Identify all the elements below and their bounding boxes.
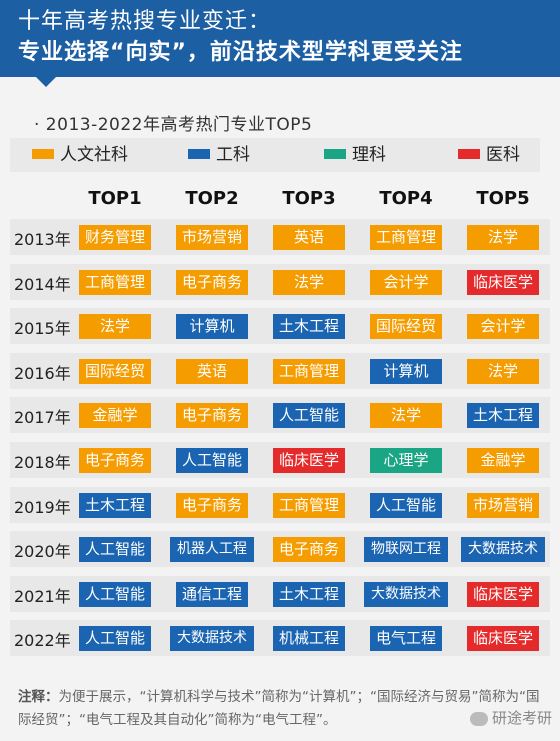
major-cell: 人工智能 — [79, 626, 151, 652]
column-header: TOP1 — [88, 188, 142, 209]
major-cell: 工商管理 — [370, 225, 442, 250]
major-cell: 法学 — [79, 314, 151, 340]
major-cell: 通信工程 — [176, 581, 248, 607]
major-cell: 法学 — [273, 269, 345, 295]
major-cell: 大数据技术 — [461, 537, 545, 563]
major-cell: 人工智能 — [79, 537, 151, 563]
row-year: 2015年 — [14, 319, 71, 339]
legend-swatch — [324, 148, 346, 159]
legend-label: 医科 — [486, 145, 520, 165]
table-row: 2020年 人工智能 机器人工程 电子商务 物联网工程 大数据技术 — [10, 531, 550, 568]
major-cell: 机械工程 — [273, 626, 345, 652]
chart-title: · 2013-2022年高考热门专业TOP5 — [34, 115, 313, 135]
legend-swatch — [188, 148, 210, 159]
major-cell: 法学 — [467, 225, 539, 250]
wechat-icon — [469, 711, 488, 726]
major-cell: 英语 — [176, 358, 248, 384]
major-cell: 电子商务 — [176, 269, 248, 295]
major-cell: 人工智能 — [273, 403, 345, 429]
major-cell: 法学 — [370, 403, 442, 429]
column-header: TOP2 — [185, 188, 239, 209]
row-year: 2013年 — [14, 230, 71, 249]
major-cell: 土木工程 — [273, 581, 345, 607]
major-cell: 电子商务 — [79, 448, 151, 473]
legend-item: 工科 — [188, 144, 250, 166]
footnote: 注释：为便于展示，“计算机科学与技术”简称为“计算机”；“国际经济与贸易”简称为… — [18, 686, 548, 732]
table-row: 2013年 财务管理 市场营销 英语 工商管理 法学 — [10, 219, 550, 255]
major-cell: 临床医学 — [467, 626, 539, 652]
table-row: 2017年 金融学 电子商务 人工智能 法学 土木工程 — [10, 397, 550, 434]
major-cell: 大数据技术 — [170, 626, 254, 652]
major-cell: 临床医学 — [467, 269, 539, 295]
row-year: 2019年 — [14, 497, 71, 517]
major-cell: 法学 — [467, 358, 539, 384]
major-cell: 人工智能 — [176, 448, 248, 473]
legend-item: 医科 — [458, 144, 520, 166]
major-cell: 市场营销 — [176, 225, 248, 250]
major-cell: 土木工程 — [467, 403, 539, 429]
major-cell: 心理学 — [370, 448, 442, 473]
table-row: 2016年 国际经贸 英语 工商管理 计算机 法学 — [10, 352, 550, 389]
watermark: 研途考研 — [469, 707, 552, 728]
legend-item: 人文社科 — [32, 144, 128, 166]
major-cell: 会计学 — [467, 314, 539, 340]
major-cell: 英语 — [273, 225, 345, 250]
table-row: 2018年 电子商务 人工智能 临床医学 心理学 金融学 — [10, 442, 550, 478]
row-year: 2014年 — [14, 274, 71, 294]
major-cell: 人工智能 — [370, 492, 442, 518]
major-cell: 临床医学 — [273, 448, 345, 473]
footnote-text: 为便于展示，“计算机科学与技术”简称为“计算机”；“国际经济与贸易”简称为“国际… — [18, 689, 540, 728]
legend-label: 工科 — [216, 145, 250, 165]
major-cell: 土木工程 — [79, 492, 151, 518]
row-year: 2016年 — [14, 363, 71, 383]
major-cell: 电子商务 — [273, 537, 345, 563]
row-year: 2022年 — [14, 631, 71, 651]
major-cell: 土木工程 — [273, 314, 345, 340]
table-row: 2022年 人工智能 大数据技术 机械工程 电气工程 临床医学 — [10, 620, 550, 657]
legend-label: 人文社科 — [60, 145, 128, 165]
header-subtitle: 专业选择“向实”，前沿技术型学科更受关注 — [18, 40, 463, 65]
table-row: 2014年 工商管理 电子商务 法学 会计学 临床医学 — [10, 263, 550, 300]
major-cell: 会计学 — [370, 269, 442, 295]
column-header: TOP5 — [476, 188, 530, 209]
legend-swatch — [32, 148, 54, 159]
major-cell: 财务管理 — [79, 225, 151, 250]
major-cell: 大数据技术 — [364, 581, 448, 607]
major-cell: 临床医学 — [467, 581, 539, 607]
major-cell: 电子商务 — [176, 492, 248, 518]
major-cell: 电气工程 — [370, 626, 442, 652]
header-title: 十年高考热搜专业变迁： — [18, 9, 272, 34]
row-year: 2020年 — [14, 542, 71, 562]
header-banner: 十年高考热搜专业变迁： 专业选择“向实”，前沿技术型学科更受关注 — [0, 0, 560, 87]
legend-swatch — [458, 148, 480, 159]
major-cell: 电子商务 — [176, 403, 248, 429]
major-cell: 市场营销 — [467, 492, 539, 518]
legend-item: 理科 — [324, 144, 386, 166]
watermark-text: 研途考研 — [491, 709, 552, 727]
major-cell: 工商管理 — [273, 492, 345, 518]
row-year: 2017年 — [14, 408, 71, 428]
row-year: 2021年 — [14, 586, 71, 606]
column-header: TOP4 — [379, 188, 433, 209]
major-cell: 物联网工程 — [364, 537, 448, 563]
table-row: 2019年 土木工程 电子商务 工商管理 人工智能 市场营销 — [10, 486, 550, 523]
major-cell: 国际经贸 — [370, 314, 442, 340]
major-cell: 工商管理 — [79, 269, 151, 295]
table-row: 2021年 人工智能 通信工程 土木工程 大数据技术 临床医学 — [10, 575, 550, 612]
table-row: 2015年 法学 计算机 土木工程 国际经贸 会计学 — [10, 308, 550, 345]
column-header: TOP3 — [282, 188, 336, 209]
major-cell: 金融学 — [467, 448, 539, 473]
banner-notch — [36, 77, 56, 87]
row-year: 2018年 — [14, 453, 71, 472]
major-cell: 人工智能 — [79, 581, 151, 607]
major-cell: 计算机 — [176, 314, 248, 340]
major-cell: 计算机 — [370, 358, 442, 384]
footnote-label: 注释： — [18, 689, 59, 705]
major-cell: 国际经贸 — [79, 358, 151, 384]
legend: 人文社科 工科 理科 医科 — [10, 138, 540, 172]
major-cell: 工商管理 — [273, 358, 345, 384]
legend-label: 理科 — [352, 145, 386, 165]
major-cell: 金融学 — [79, 403, 151, 429]
major-cell: 机器人工程 — [170, 537, 254, 563]
